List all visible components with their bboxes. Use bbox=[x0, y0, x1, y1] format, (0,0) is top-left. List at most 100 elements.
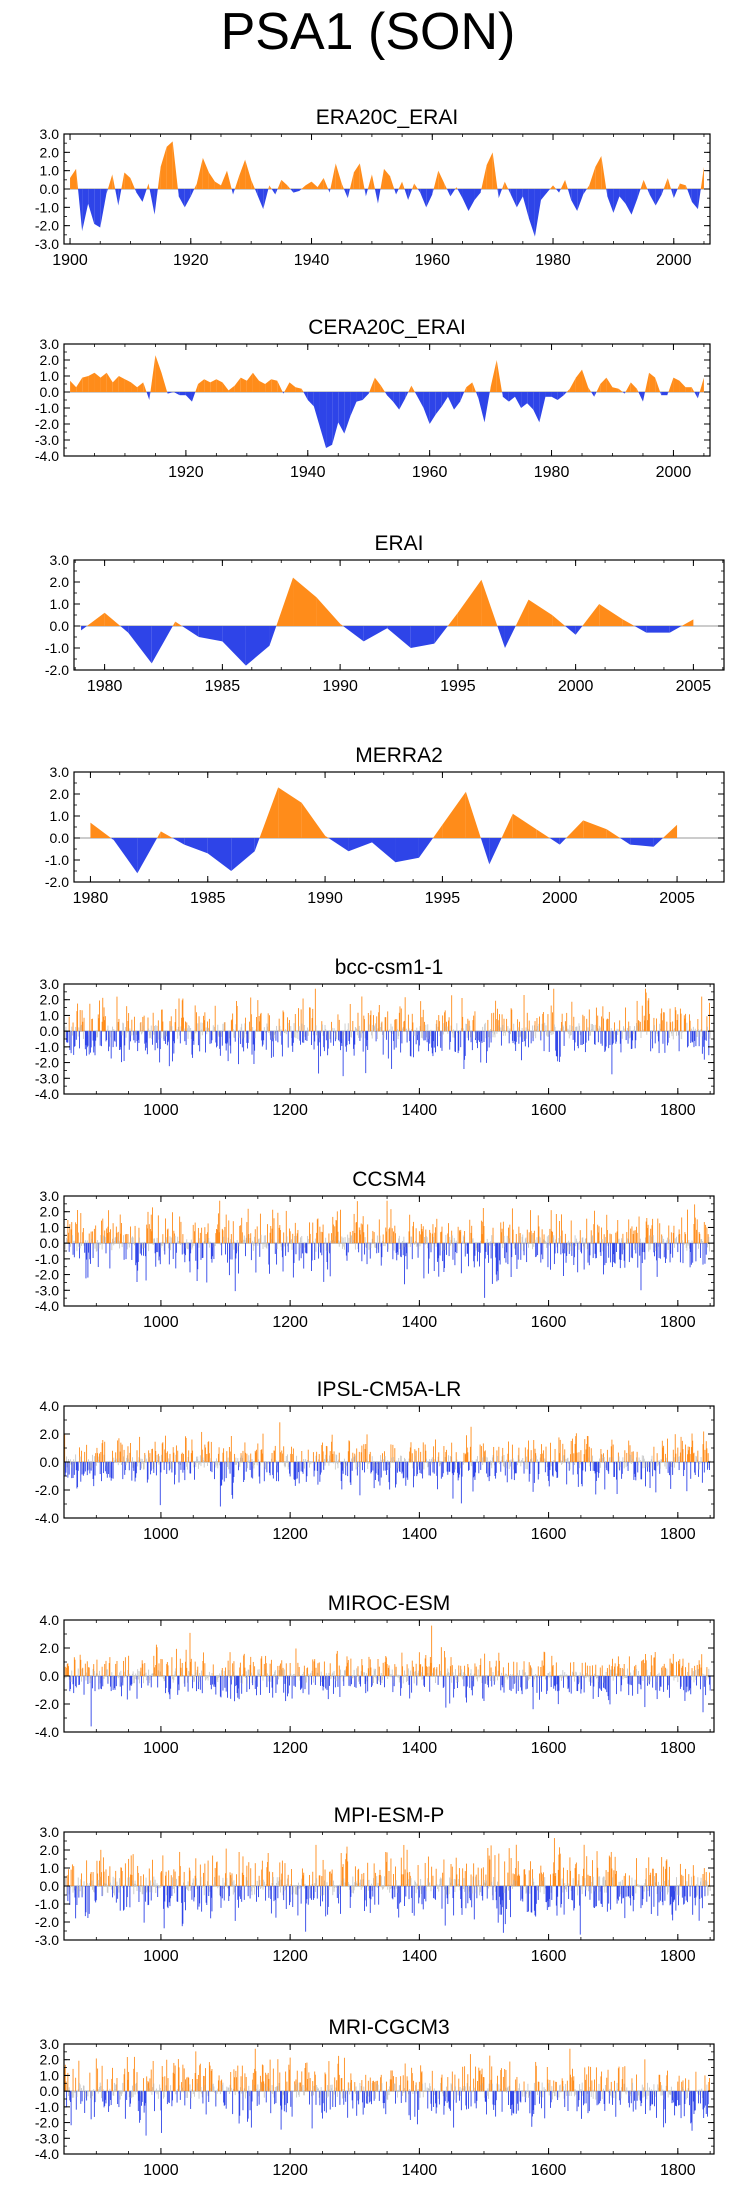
positive-area bbox=[289, 382, 296, 392]
negative-area bbox=[94, 189, 101, 228]
y-tick-label: 3.0 bbox=[40, 336, 60, 352]
x-tick-label: 1400 bbox=[402, 1526, 438, 1543]
positive-area bbox=[685, 387, 692, 392]
positive-area bbox=[489, 387, 491, 392]
negative-area bbox=[332, 392, 339, 445]
negative-area bbox=[142, 189, 147, 202]
y-tick-label: -4.0 bbox=[35, 1086, 59, 1102]
negative-area bbox=[326, 392, 333, 448]
x-tick-label: 1995 bbox=[440, 678, 476, 695]
positive-area bbox=[305, 181, 312, 189]
x-tick-label: 1990 bbox=[307, 890, 343, 907]
negative-area bbox=[567, 189, 572, 200]
positive-area bbox=[349, 172, 354, 189]
positive-area bbox=[606, 377, 613, 392]
negative-area bbox=[489, 838, 502, 865]
y-tick-label: -2.0 bbox=[35, 416, 59, 432]
positive-area bbox=[148, 183, 150, 189]
positive-area bbox=[492, 152, 498, 189]
negative-area bbox=[190, 189, 195, 197]
y-tick-label: 0.0 bbox=[40, 384, 60, 400]
positive-area bbox=[175, 621, 182, 626]
chart-panel-2: CERA20C_ERAI 3.02.01.00.0-1.0-2.0-3.0-4.0… bbox=[35, 316, 711, 481]
negative-area bbox=[282, 392, 284, 394]
x-tick-label: 2005 bbox=[676, 678, 712, 695]
negative-area bbox=[269, 626, 277, 646]
negative-area bbox=[396, 189, 399, 195]
positive-area bbox=[398, 181, 403, 189]
x-tick-label: 1000 bbox=[143, 1314, 179, 1331]
plot-frame bbox=[73, 771, 725, 883]
positive-area bbox=[528, 599, 553, 626]
y-tick-label: -4.0 bbox=[35, 448, 59, 464]
negative-area bbox=[184, 189, 191, 208]
negative-area bbox=[426, 189, 433, 208]
y-tick-label: 0.0 bbox=[50, 830, 70, 846]
positive-area bbox=[106, 372, 113, 392]
negative-area bbox=[293, 189, 300, 193]
positive-area bbox=[700, 167, 704, 189]
y-tick-label: 1.0 bbox=[40, 1219, 60, 1235]
positive-area bbox=[194, 183, 197, 189]
negative-area bbox=[468, 189, 475, 211]
positive-area bbox=[681, 619, 694, 626]
positive-area bbox=[228, 385, 235, 392]
negative-area bbox=[510, 189, 517, 208]
positive-area bbox=[143, 382, 147, 392]
positive-area bbox=[667, 178, 672, 189]
positive-area bbox=[486, 152, 493, 189]
positive-area bbox=[636, 388, 639, 392]
negative-area bbox=[474, 189, 481, 200]
x-tick-label: 1200 bbox=[272, 1526, 308, 1543]
y-tick-label: 1.0 bbox=[40, 163, 60, 179]
x-tick-label: 1200 bbox=[272, 1314, 308, 1331]
positive-area bbox=[104, 612, 121, 626]
positive-area bbox=[316, 597, 341, 626]
negative-area bbox=[149, 189, 155, 215]
positive-area bbox=[240, 377, 247, 392]
chart-title: MIROC-ESM bbox=[328, 1592, 451, 1615]
positive-area bbox=[662, 824, 678, 838]
positive-area bbox=[202, 157, 209, 189]
positive-area bbox=[596, 384, 601, 392]
positive-area bbox=[673, 377, 680, 392]
y-tick-label: -2.0 bbox=[35, 1482, 59, 1498]
negative-area bbox=[137, 838, 158, 874]
negative-area bbox=[151, 626, 173, 664]
positive-area bbox=[369, 377, 375, 392]
negative-area bbox=[350, 392, 357, 416]
x-tick-label: 1800 bbox=[660, 1314, 696, 1331]
positive-area bbox=[284, 382, 290, 392]
x-tick-label: 1400 bbox=[402, 1102, 438, 1119]
negative-area bbox=[551, 392, 558, 400]
negative-area bbox=[283, 392, 285, 394]
negative-area bbox=[624, 392, 626, 394]
chart-title: bcc-csm1-1 bbox=[335, 956, 444, 979]
positive-area bbox=[76, 377, 83, 392]
y-tick-label: -2.0 bbox=[35, 218, 59, 234]
negative-area bbox=[362, 392, 369, 400]
negative-area bbox=[697, 392, 700, 399]
positive-area bbox=[293, 577, 317, 626]
positive-area bbox=[172, 141, 178, 189]
negative-area bbox=[480, 189, 482, 193]
negative-area bbox=[418, 838, 434, 858]
positive-area bbox=[367, 174, 372, 189]
positive-area bbox=[553, 185, 557, 189]
positive-area bbox=[408, 385, 412, 392]
negative-area bbox=[559, 189, 561, 193]
x-tick-label: 1000 bbox=[143, 1102, 179, 1119]
chart-title: IPSL-CM5A-LR bbox=[317, 1378, 462, 1401]
negative-area bbox=[653, 838, 663, 847]
negative-area bbox=[556, 189, 560, 193]
positive-area bbox=[600, 377, 607, 392]
positive-area bbox=[663, 178, 668, 189]
negative-area bbox=[563, 392, 567, 396]
x-tick-label: 1600 bbox=[531, 1314, 567, 1331]
negative-area bbox=[516, 189, 523, 208]
negative-area bbox=[480, 838, 490, 865]
negative-area bbox=[365, 189, 368, 197]
chart-panel-6: CCSM4 3.02.01.00.0-1.0-2.0-3.0-4.0 1000 120… bbox=[35, 1168, 715, 1331]
negative-area bbox=[184, 838, 208, 854]
negative-area bbox=[637, 189, 641, 199]
